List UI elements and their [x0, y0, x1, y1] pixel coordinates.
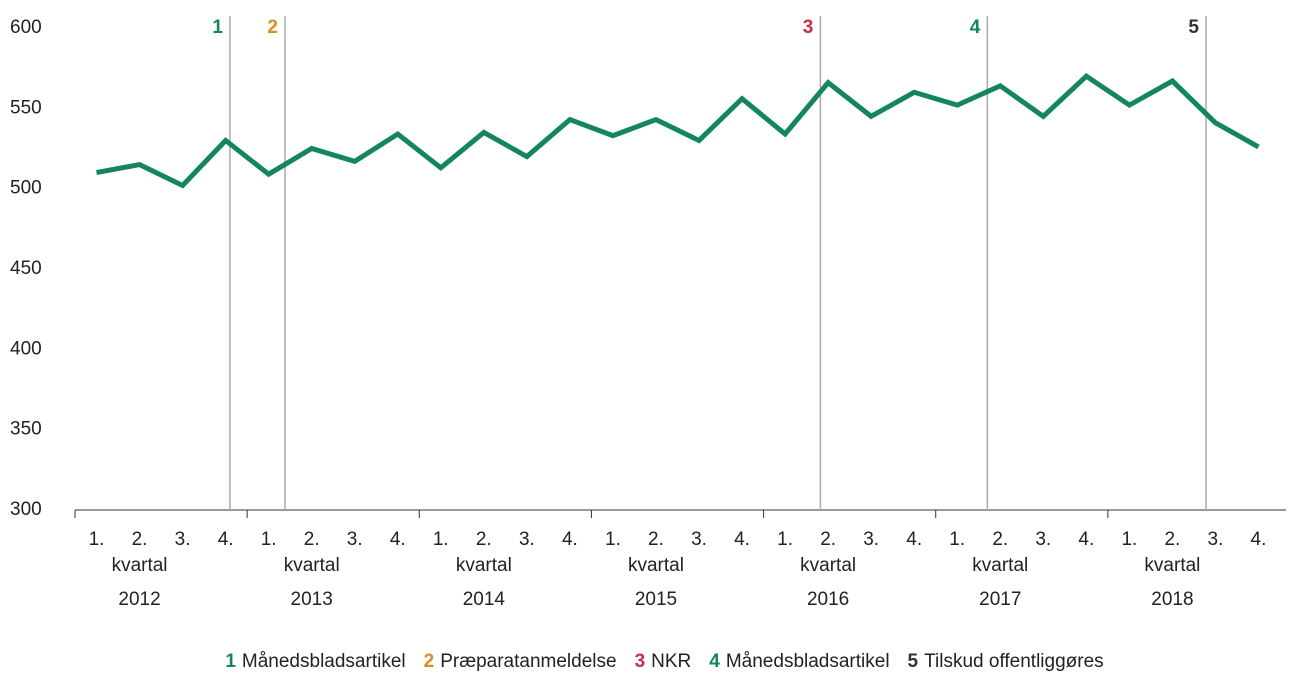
group-caption: kvartal — [1144, 555, 1200, 576]
x-tick-label: 1. — [949, 529, 965, 550]
x-tick-label: 1. — [433, 529, 449, 550]
x-tick-label: 4. — [1078, 529, 1094, 550]
legend-label: Tilskud offentliggøres — [924, 651, 1104, 672]
legend-label: Præparatanmeldelse — [440, 651, 616, 672]
legend-number: 3 — [635, 651, 646, 672]
legend-item: 4 Månedsbladsartikel — [709, 651, 889, 672]
x-tick-label: 3. — [1208, 529, 1224, 550]
x-tick-label: 1. — [1121, 529, 1137, 550]
x-tick-label: 1. — [777, 529, 793, 550]
legend-item: 5 Tilskud offentliggøres — [908, 651, 1104, 672]
legend-label: NKR — [651, 651, 691, 672]
x-tick-label: 3. — [347, 529, 363, 550]
legend-item: 2 Præparatanmeldelse — [424, 651, 617, 672]
legend-number: 2 — [424, 651, 435, 672]
x-tick-label: 2. — [476, 529, 492, 550]
x-tick-label: 4. — [390, 529, 406, 550]
legend-number: 4 — [709, 651, 720, 672]
x-tick-label: 2. — [132, 529, 148, 550]
x-tick-label: 2. — [304, 529, 320, 550]
x-tick-label: 4. — [218, 529, 234, 550]
y-tick-label: 500 — [10, 178, 42, 199]
legend-label: Månedsbladsartikel — [242, 651, 406, 672]
y-tick-label: 600 — [10, 17, 42, 38]
x-tick-label: 4. — [562, 529, 578, 550]
event-number: 4 — [970, 17, 981, 38]
x-tick-label: 2. — [992, 529, 1008, 550]
x-tick-label: 1. — [605, 529, 621, 550]
event-number: 2 — [267, 17, 278, 38]
legend-item: 3 NKR — [635, 651, 692, 672]
x-tick-label: 3. — [863, 529, 879, 550]
x-tick-label: 3. — [175, 529, 191, 550]
x-tick-label: 1. — [89, 529, 105, 550]
group-label: 2014 — [463, 589, 506, 610]
group-caption: kvartal — [112, 555, 168, 576]
y-tick-label: 350 — [10, 419, 42, 440]
group-caption: kvartal — [628, 555, 684, 576]
group-label: 2018 — [1151, 589, 1193, 610]
y-tick-label: 550 — [10, 97, 42, 118]
group-caption: kvartal — [456, 555, 512, 576]
legend-number: 5 — [908, 651, 919, 672]
x-tick-label: 3. — [691, 529, 707, 550]
x-tick-label: 2. — [820, 529, 836, 550]
group-label: 2016 — [807, 589, 849, 610]
group-caption: kvartal — [972, 555, 1028, 576]
event-number: 1 — [212, 17, 223, 38]
x-tick-label: 3. — [519, 529, 535, 550]
group-caption: kvartal — [284, 555, 340, 576]
x-tick-label: 3. — [1035, 529, 1051, 550]
group-label: 2017 — [979, 589, 1021, 610]
x-tick-label: 4. — [1251, 529, 1267, 550]
legend-item: 1 Månedsbladsartikel — [225, 651, 405, 672]
y-tick-label: 450 — [10, 258, 42, 279]
event-number: 5 — [1188, 17, 1199, 38]
x-tick-label: 2. — [648, 529, 664, 550]
x-tick-label: 2. — [1164, 529, 1180, 550]
group-label: 2015 — [635, 589, 677, 610]
group-caption: kvartal — [800, 555, 856, 576]
x-tick-label: 4. — [734, 529, 750, 550]
event-number: 3 — [803, 17, 814, 38]
y-tick-label: 400 — [10, 338, 42, 359]
group-label: 2013 — [291, 589, 333, 610]
legend-label: Månedsbladsartikel — [726, 651, 890, 672]
y-tick-label: 300 — [10, 499, 42, 520]
group-label: 2012 — [118, 589, 160, 610]
legend-number: 1 — [225, 651, 236, 672]
data-line — [96, 73, 1260, 189]
x-tick-label: 4. — [906, 529, 922, 550]
x-tick-label: 1. — [261, 529, 277, 550]
